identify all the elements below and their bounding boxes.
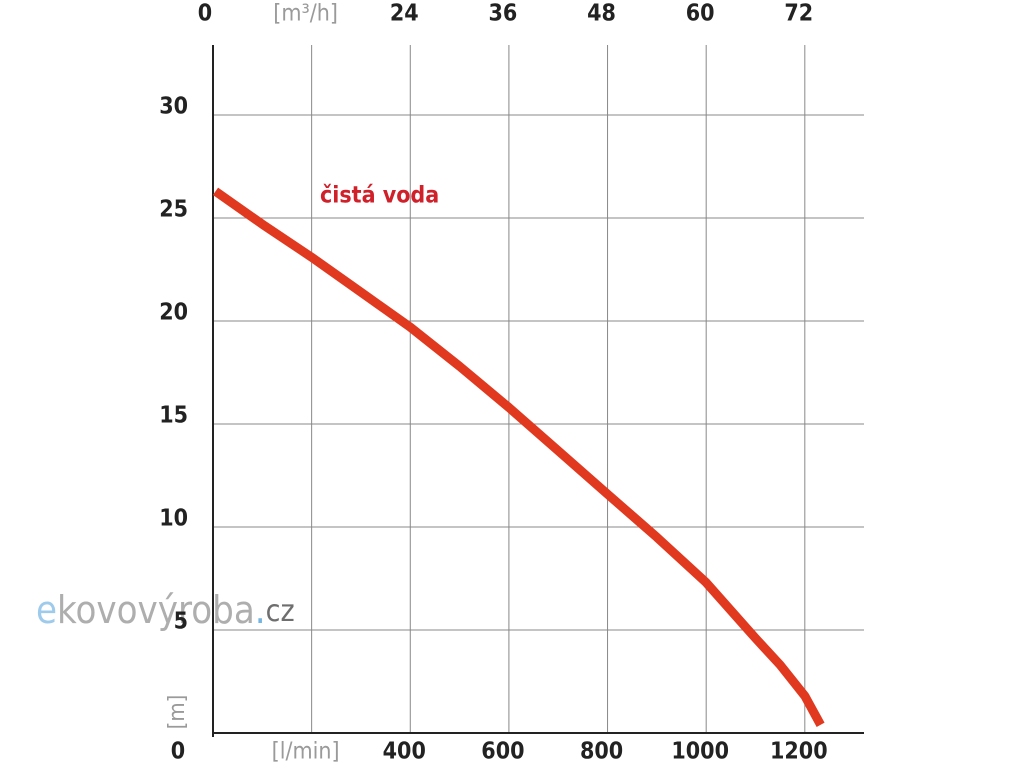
x2-tick-label: 24 xyxy=(390,1,419,27)
y-tick-label: 20 xyxy=(159,300,188,326)
x2-tick-label: 72 xyxy=(784,1,813,27)
x2-tick-label: [m³/h] xyxy=(273,1,338,27)
y-tick-label: 25 xyxy=(159,197,188,223)
y-tick-label: 10 xyxy=(159,506,188,532)
y-tick-label: 5 xyxy=(174,609,188,635)
y-axis-label: [m] xyxy=(165,695,190,730)
watermark-part: e xyxy=(36,588,57,632)
y-tick-label: 30 xyxy=(159,94,188,120)
x-tick-label: [l/min] xyxy=(272,739,340,765)
x-tick-label: 600 xyxy=(481,739,524,765)
x2-tick-label: 36 xyxy=(489,1,518,27)
watermark-part: kovovýroba xyxy=(57,588,255,632)
y-tick-label: 15 xyxy=(159,403,188,429)
x2-tick-label: 0 xyxy=(198,1,212,27)
watermark-part: . xyxy=(255,588,266,632)
x-tick-label: 1200 xyxy=(770,739,828,765)
curve xyxy=(212,187,825,727)
x-tick-label: 400 xyxy=(383,739,426,765)
watermark-part: cz xyxy=(266,594,295,629)
watermark: ekovovýroba.cz xyxy=(36,588,295,632)
x2-tick-label: 48 xyxy=(587,1,616,27)
x-tick-label: 1000 xyxy=(671,739,729,765)
x2-tick-label: 60 xyxy=(686,1,715,27)
y-tick-label: 0 xyxy=(171,739,185,765)
series-label: čistá voda xyxy=(320,183,439,209)
x-tick-label: 800 xyxy=(580,739,623,765)
